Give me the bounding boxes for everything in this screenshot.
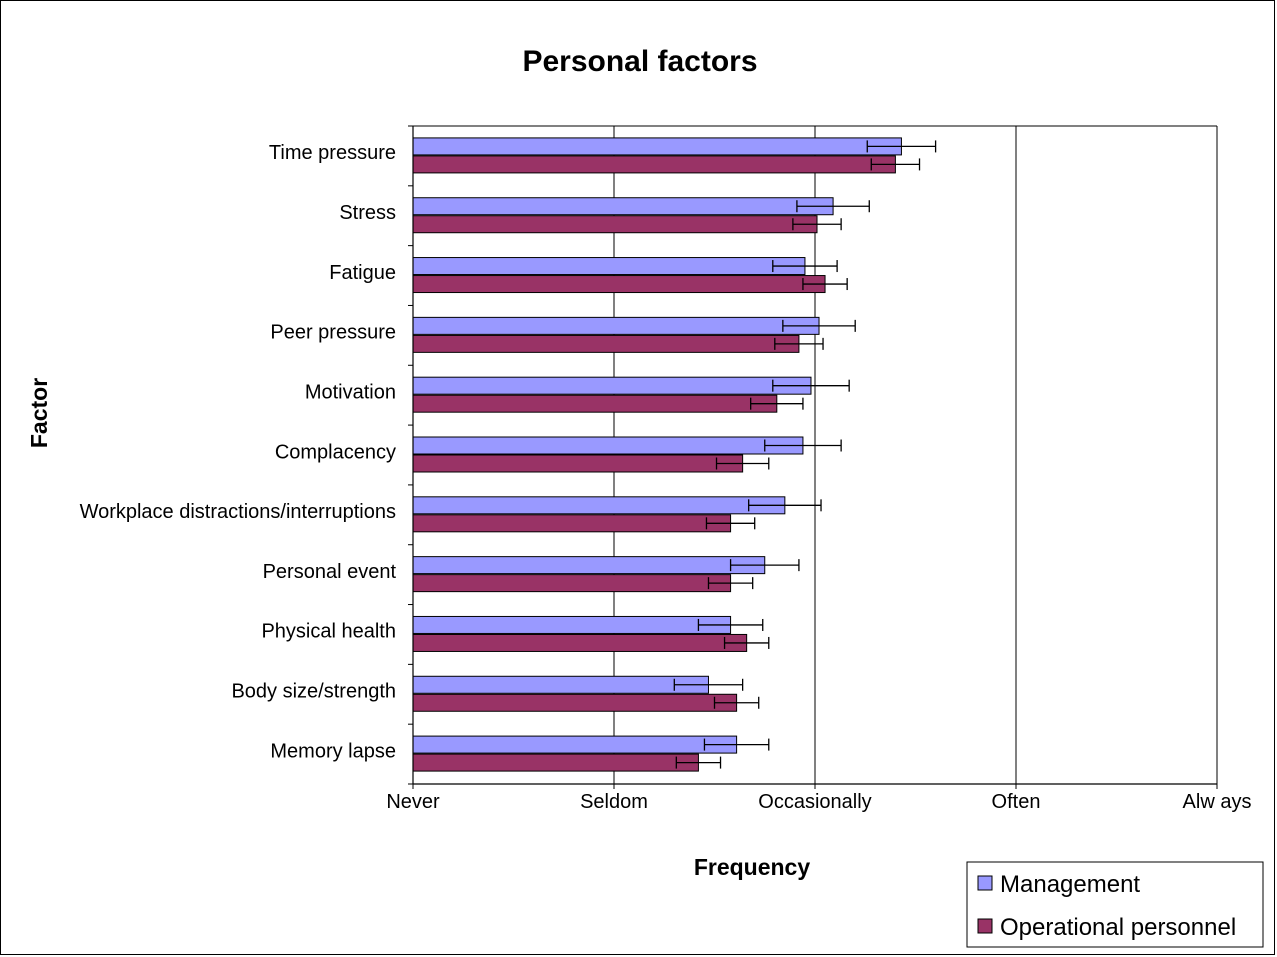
bar-management-time-pressure (412, 137, 902, 156)
bar-operational-complacency (412, 454, 744, 473)
category-label-fatigue: Fatigue (329, 262, 396, 284)
bar-management-body-size-strength (412, 675, 709, 694)
bar-operational-peer-pressure (412, 334, 800, 353)
labels: Never Seldom Occasionally Often Alw ays Time … (80, 142, 1252, 813)
bar-operational-workplace-distractions-interruptions (412, 514, 732, 533)
legend-label-management: Management (1000, 871, 1140, 898)
bar-operational-memory-lapse (412, 753, 699, 772)
bar-operational-stress (412, 215, 818, 234)
bar-management-peer-pressure (412, 316, 820, 335)
category-label-motivation: Motivation (305, 381, 396, 403)
bar-management-memory-lapse (412, 735, 738, 754)
bar-operational-personal-event (412, 574, 732, 593)
category-label-complacency: Complacency (275, 441, 396, 463)
axes (408, 125, 1218, 789)
x-tick-label-never: Never (386, 791, 440, 813)
category-label-memory-lapse: Memory lapse (270, 740, 396, 762)
error-bars (673, 140, 937, 769)
category-label-personal-event: Personal event (263, 561, 397, 583)
y-axis-title: Factor (26, 378, 52, 448)
category-label-peer-pressure: Peer pressure (270, 322, 396, 344)
bar-management-stress (412, 197, 834, 216)
grid (413, 125, 1218, 784)
bar-operational-time-pressure (412, 155, 896, 174)
bar-management-workplace-distractions-interruptions (412, 496, 786, 515)
legend: Management Operational personnel (966, 861, 1264, 948)
category-label-stress: Stress (339, 202, 396, 224)
x-tick-label-often: Often (992, 791, 1041, 813)
x-axis-title: Frequency (694, 854, 811, 880)
x-tick-label-alw-ays: Alw ays (1183, 791, 1252, 813)
bar-operational-body-size-strength (412, 693, 738, 712)
bar-management-personal-event (412, 556, 766, 575)
category-label-workplace-distractions-interruptions: Workplace distractions/interruptions (80, 501, 396, 523)
category-label-time-pressure: Time pressure (269, 142, 396, 164)
category-label-body-size-strength: Body size/strength (231, 681, 396, 703)
category-label-physical-health: Physical health (261, 621, 396, 643)
bars (412, 137, 902, 772)
bar-management-physical-health (412, 615, 732, 634)
bar-operational-motivation (412, 394, 778, 413)
bar-management-fatigue (412, 257, 806, 276)
x-tick-label-occasionally: Occasionally (758, 791, 871, 813)
legend-swatch-operational (977, 918, 993, 934)
legend-label-operational: Operational personnel (1000, 914, 1236, 941)
chart-title: Personal factors (522, 45, 757, 78)
bar-management-motivation (412, 376, 812, 395)
legend-swatch-management (977, 875, 993, 891)
bar-operational-fatigue (412, 275, 826, 294)
x-tick-label-seldom: Seldom (580, 791, 648, 813)
bar-operational-physical-health (412, 633, 748, 652)
bar-management-complacency (412, 436, 804, 455)
legend-box (966, 861, 1264, 948)
